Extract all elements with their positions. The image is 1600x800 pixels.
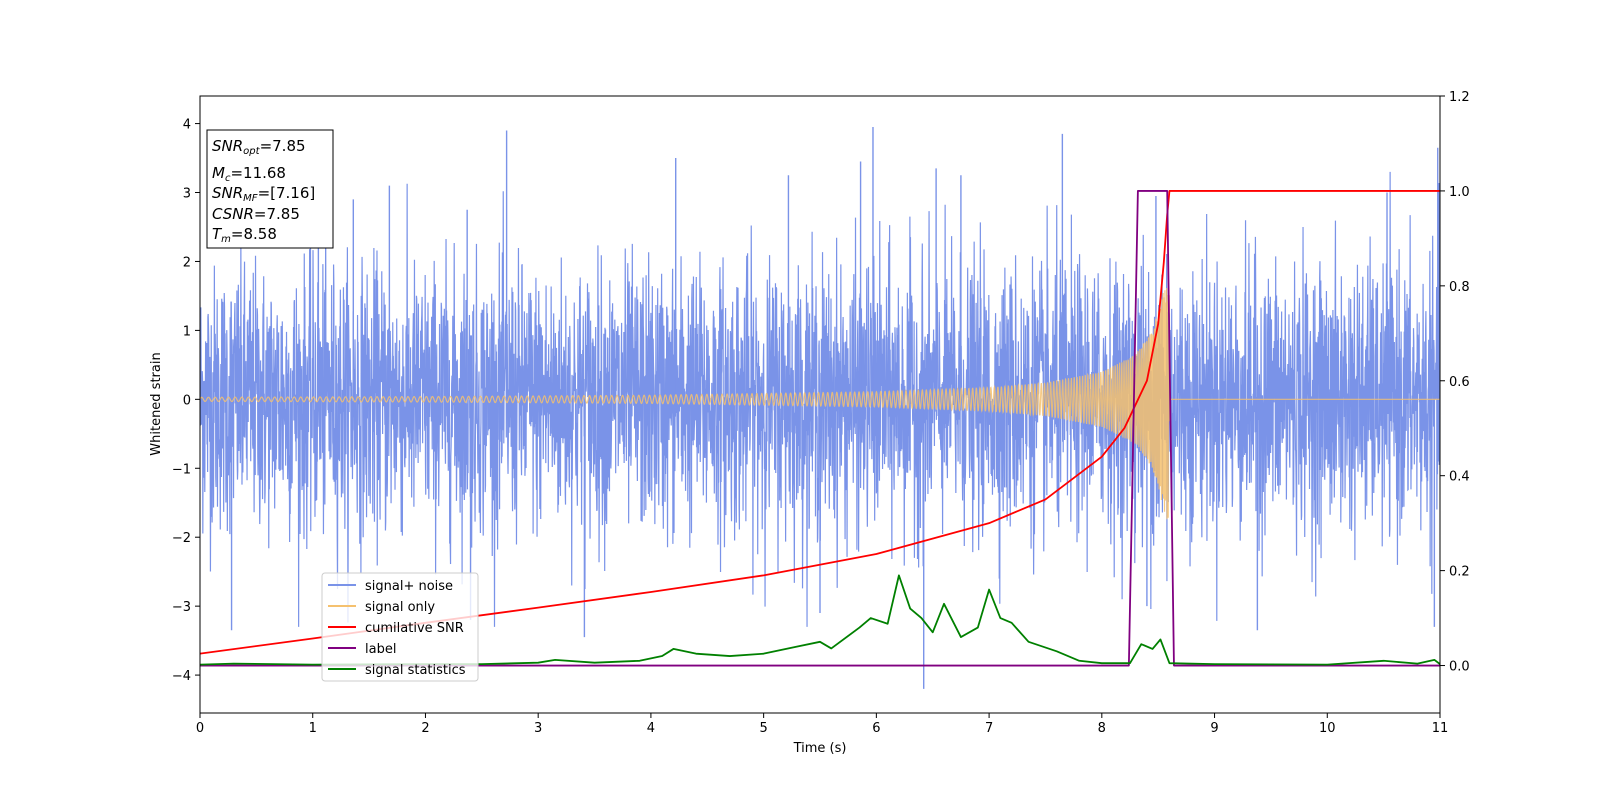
y-tick-label: 3 xyxy=(183,187,191,202)
y-right-tick-label: 0.8 xyxy=(1449,280,1470,295)
plot-frame xyxy=(199,95,1441,714)
y-right-tick-label: 1.2 xyxy=(1449,90,1470,105)
series-cumulative-snr xyxy=(200,190,1440,655)
x-tick-label: 7 xyxy=(985,721,993,736)
legend-label-cumulative-snr: cumilative SNR xyxy=(365,621,464,636)
info-line-mc: Mc=11.68 xyxy=(212,164,286,184)
x-tick-label: 0 xyxy=(196,721,204,736)
series-label xyxy=(200,190,1440,667)
legend-frame xyxy=(321,572,479,682)
x-tick-label: 8 xyxy=(1098,721,1106,736)
x-tick-label: 11 xyxy=(1432,721,1449,736)
info-box-frame xyxy=(206,129,334,249)
legend: signal+ noise signal only cumilative SNR… xyxy=(321,572,479,682)
y-right-tick-label: 0.6 xyxy=(1449,375,1470,390)
x-tick-label: 3 xyxy=(534,721,542,736)
info-box: SNRopt=7.85 Mc=11.68 SNRMF=[7.16] CSNR=7… xyxy=(206,129,334,249)
info-line-tm: Tm=8.58 xyxy=(212,225,277,245)
y-tick-label: 1 xyxy=(183,324,191,339)
info-line-snr-mf: SNRMF=[7.16] xyxy=(212,184,315,204)
x-axis-label: Time (s) xyxy=(793,741,847,756)
y-tick-label: 2 xyxy=(183,255,191,270)
x-tick-label: 10 xyxy=(1319,721,1336,736)
axes: 0 1 2 3 4 5 6 7 8 9 10 11 −4 −3 −2 −1 0 1 2 3 4 0.0 0.2 0.4 0.6 0… xyxy=(172,90,1470,736)
y-tick-label: −2 xyxy=(172,531,191,546)
y-tick-label: 0 xyxy=(183,393,191,408)
legend-label-signal-noise: signal+ noise xyxy=(365,579,453,594)
x-tick-label: 9 xyxy=(1210,721,1218,736)
plot-area xyxy=(200,127,1440,689)
legend-label-signal-statistics: signal statistics xyxy=(365,663,466,678)
y-right-tick-label: 1.0 xyxy=(1449,185,1470,200)
x-tick-label: 6 xyxy=(872,721,880,736)
series-signal-only xyxy=(200,288,1440,520)
info-line-snr-opt: SNRopt=7.85 xyxy=(212,137,306,157)
y-right-tick-label: 0.0 xyxy=(1449,660,1470,675)
y-tick-label: −1 xyxy=(172,462,191,477)
legend-label-label: label xyxy=(365,642,396,657)
x-tick-label: 4 xyxy=(647,721,655,736)
y-right-tick-label: 0.2 xyxy=(1449,565,1470,580)
y-tick-label: −4 xyxy=(172,669,191,684)
y-axis-label: Whitened strain xyxy=(149,352,164,455)
y-tick-label: 4 xyxy=(183,118,191,133)
legend-label-signal-only: signal only xyxy=(365,600,435,615)
y-right-tick-label: 0.4 xyxy=(1449,470,1470,485)
series-signal-statistics xyxy=(200,574,1440,666)
x-tick-label: 2 xyxy=(421,721,429,736)
x-tick-label: 5 xyxy=(759,721,767,736)
info-line-csnr: CSNR=7.85 xyxy=(212,205,300,223)
y-tick-label: −3 xyxy=(172,600,191,615)
x-tick-label: 1 xyxy=(309,721,317,736)
